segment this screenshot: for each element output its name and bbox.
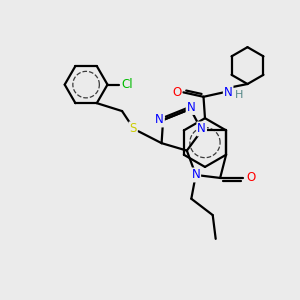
Text: H: H bbox=[234, 90, 243, 100]
Text: Cl: Cl bbox=[121, 78, 133, 91]
Text: N: N bbox=[187, 101, 195, 114]
Text: O: O bbox=[246, 171, 255, 184]
Text: N: N bbox=[155, 113, 164, 127]
Text: S: S bbox=[129, 122, 137, 135]
Text: O: O bbox=[172, 86, 182, 99]
Text: N: N bbox=[191, 169, 200, 182]
Text: N: N bbox=[197, 122, 206, 135]
Text: N: N bbox=[224, 86, 233, 99]
